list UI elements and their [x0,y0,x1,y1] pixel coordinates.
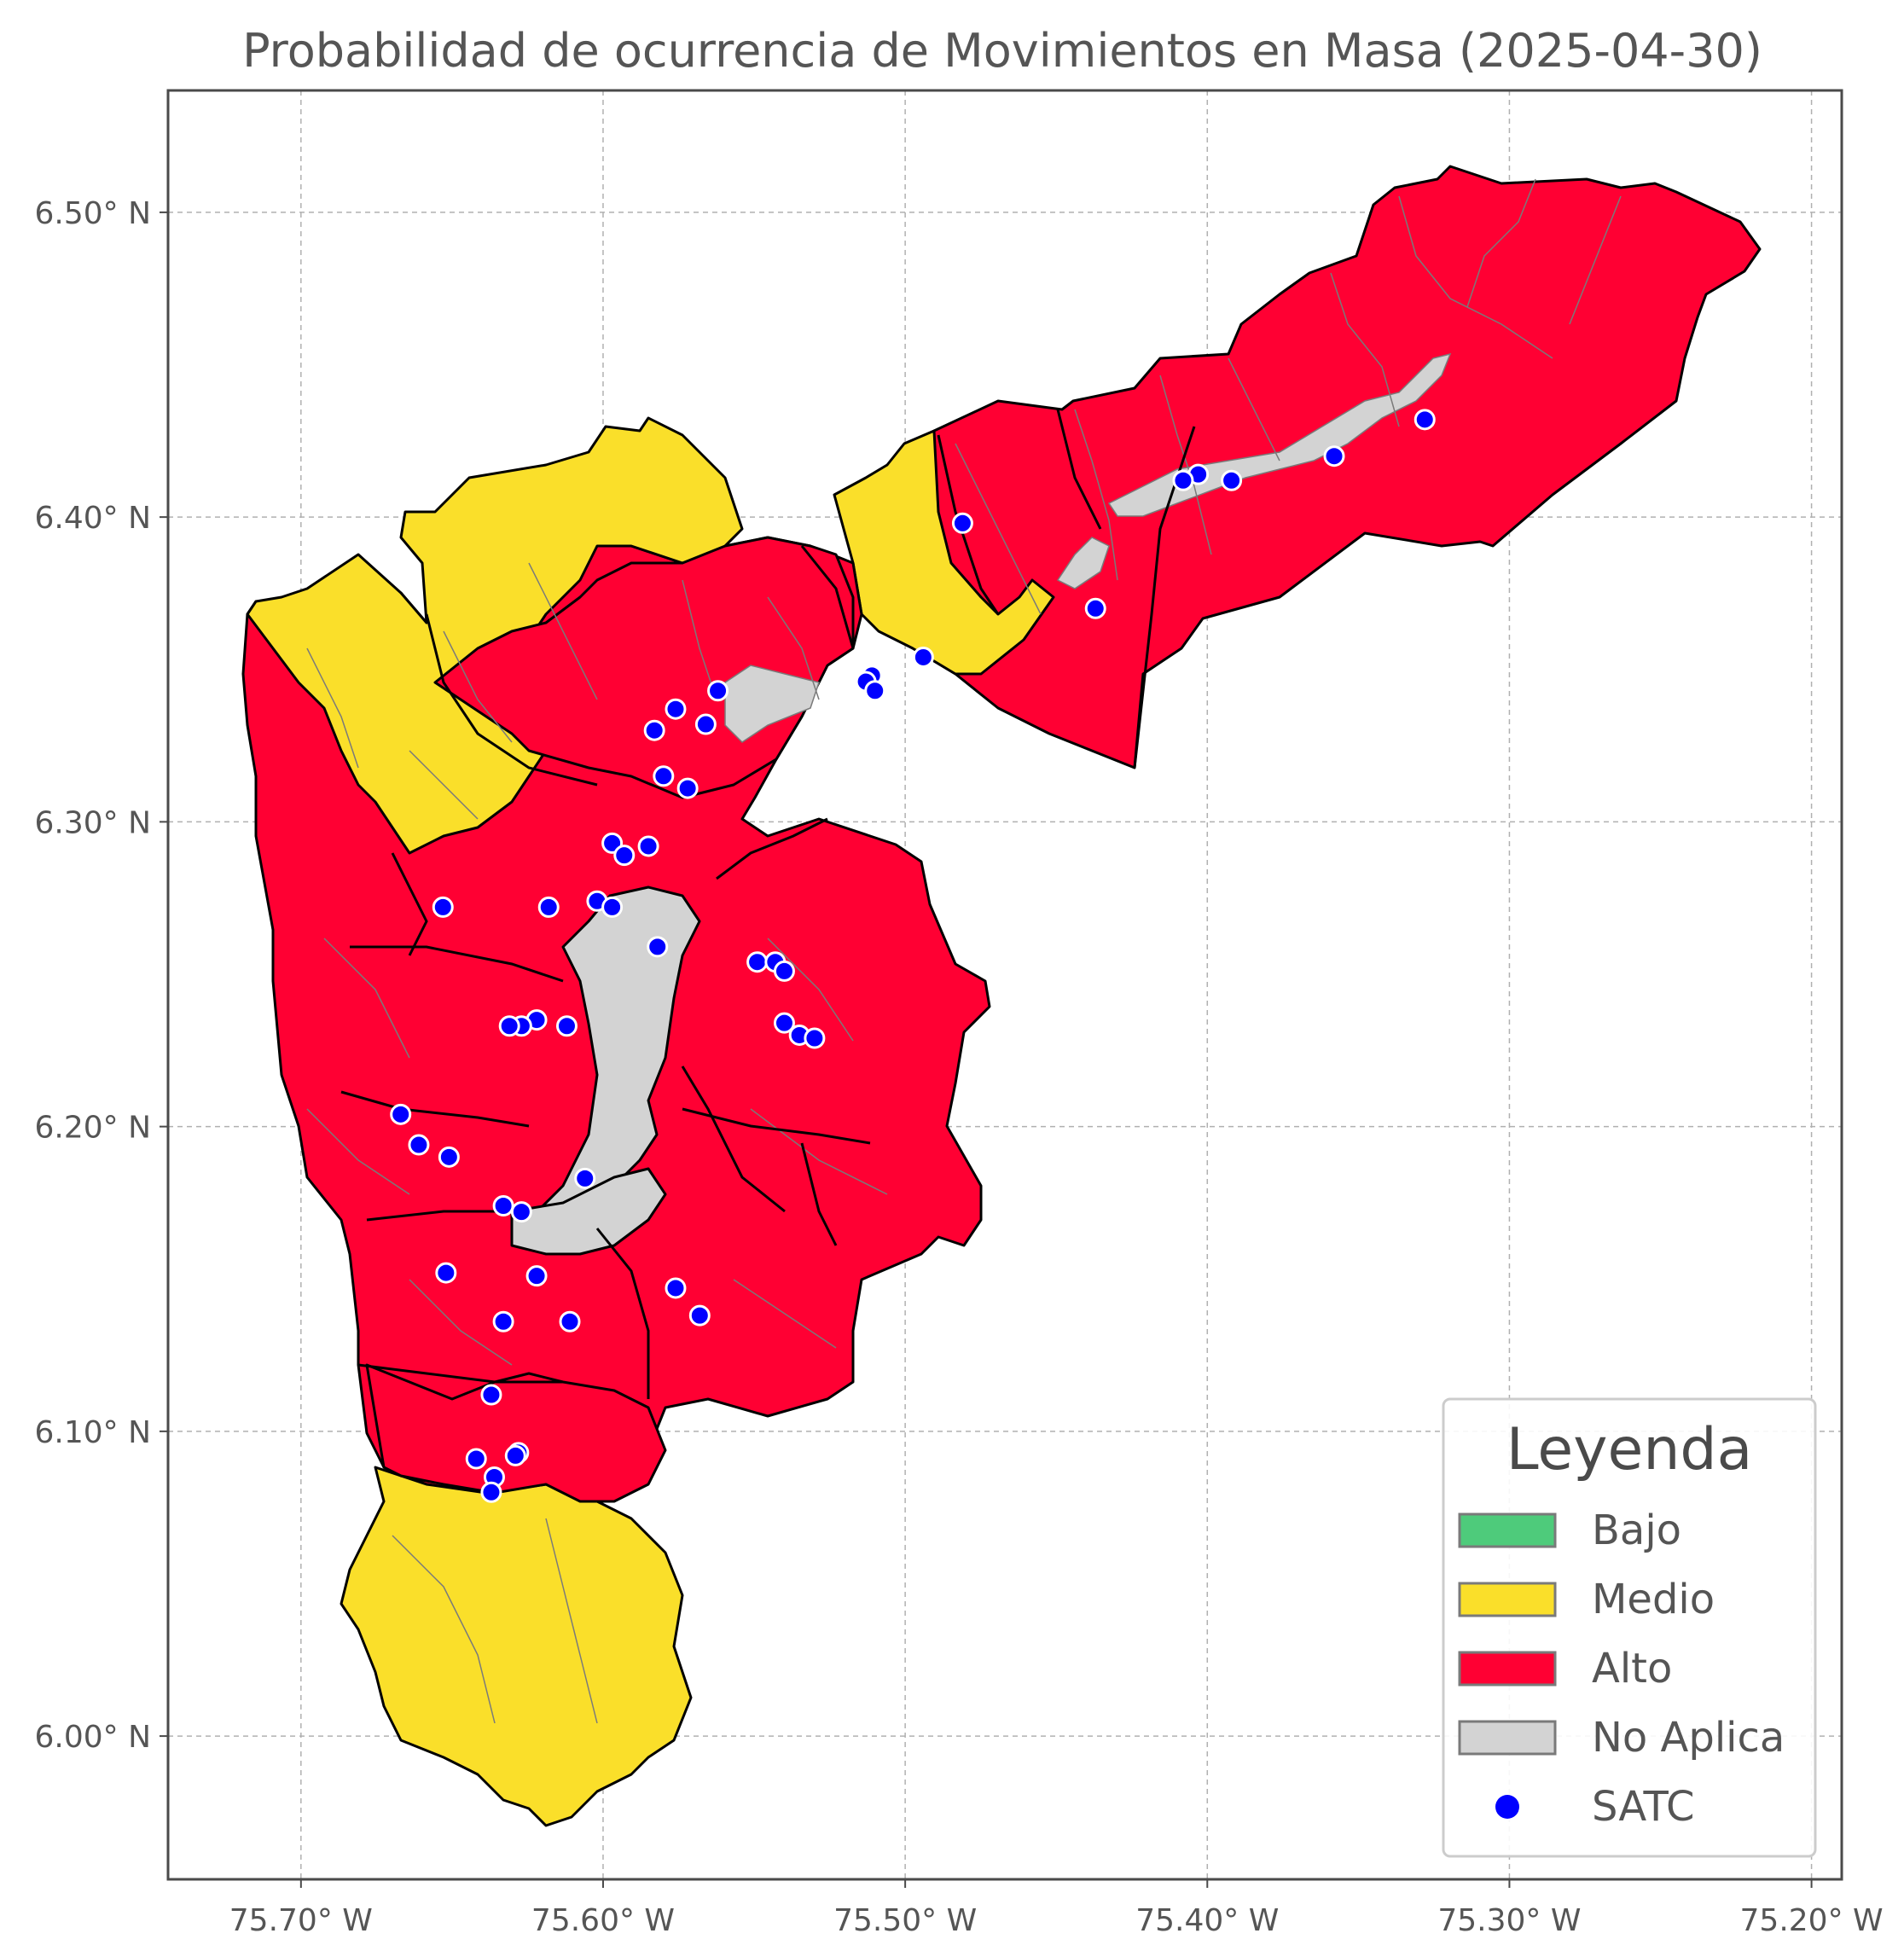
legend-label-alto: Alto [1592,1645,1672,1692]
x-tick-label: 75.20° W [1740,1903,1884,1938]
satc-station-marker [1323,445,1345,467]
legend-label-no-aplica: No Aplica [1592,1714,1785,1762]
satc-station-marker [438,1146,460,1168]
legend-title: Leyenda [1506,1416,1753,1483]
satc-station-marker [559,1310,581,1332]
satc-station-marker [637,835,659,857]
y-tick-label: 6.10° N [34,1415,151,1450]
satc-station-marker [601,896,624,918]
region-urban-northeast [724,352,1452,743]
legend-label-medio: Medio [1592,1576,1715,1623]
satc-station-marker [432,896,454,918]
satc-station-marker [676,777,699,799]
satc-station-marker [1172,469,1194,491]
satc-station-marker [647,936,669,958]
satc-station-marker [435,1262,457,1284]
satc-station-marker [408,1134,430,1156]
satc-station-marker [613,845,636,867]
satc-station-marker [912,646,934,668]
region-medio-south [340,1466,693,1827]
satc-station-marker [773,960,795,982]
satc-station-marker [510,1201,532,1223]
map-layer [241,165,1762,1827]
satc-station-marker [665,698,687,720]
chart-title: Probabilidad de ocurrencia de Movimiento… [242,24,1762,78]
legend-swatch-alto [1458,1651,1557,1687]
legend-label-bajo: Bajo [1592,1507,1681,1554]
municipality-borders [340,409,1196,1399]
satc-station-marker [653,765,675,787]
satc-station-marker [694,713,717,735]
satc-station-marker [525,1265,548,1287]
region-urban-south [510,1167,667,1256]
satc-points [390,409,1436,1503]
satc-station-marker [480,1384,502,1406]
satc-station-marker [504,1444,526,1466]
satc-station-marker [492,1194,514,1216]
axis-ticks: 75.70° W 75.60° W 75.50° W 75.40° W 75.30° W… [34,196,1883,1938]
satc-station-marker [707,680,729,702]
satc-station-marker [555,1015,578,1037]
x-tick-label: 75.60° W [531,1903,675,1938]
satc-station-marker [864,680,886,702]
legend-swatch-medio [1458,1582,1557,1617]
y-tick-label: 6.00° N [34,1720,151,1755]
legend-swatch-bajo [1458,1512,1557,1548]
y-tick-label: 6.20° N [34,1111,151,1146]
x-tick-label: 75.30° W [1437,1903,1581,1938]
vereda-boundaries [306,178,1622,1724]
x-tick-label: 75.50° W [833,1903,977,1938]
satc-station-marker [1084,597,1106,619]
satc-station-marker [492,1310,514,1332]
satc-station-marker [773,1012,795,1034]
satc-station-marker [498,1015,520,1037]
legend: Leyenda Bajo Medio Alto No Aplica SATC [1442,1397,1817,1858]
satc-station-marker [951,512,973,534]
satc-station-marker [480,1481,502,1503]
plot-frame [166,89,1843,1881]
legend-label-satc: SATC [1592,1783,1695,1831]
x-tick-label: 75.40° W [1135,1903,1279,1938]
region-northeast [851,165,1762,769]
satc-station-marker [665,1277,687,1299]
satc-station-marker [465,1448,487,1470]
region-medio-northeast [833,429,1055,676]
satc-station-marker [804,1027,826,1049]
satc-station-marker [390,1103,412,1125]
legend-swatch-no-aplica [1458,1720,1557,1756]
y-tick-label: 6.30° N [34,805,151,840]
legend-marker-satc [1495,1795,1519,1819]
y-tick-label: 6.40° N [34,501,151,536]
satc-station-marker [537,896,560,918]
satc-station-marker [1413,409,1436,431]
satc-station-marker [746,951,769,973]
y-tick-label: 6.50° N [34,196,151,231]
satc-station-marker [1221,469,1243,491]
satc-station-marker [574,1167,596,1189]
satc-station-marker [643,719,665,741]
x-tick-label: 75.70° W [229,1903,373,1938]
satc-station-marker [688,1304,711,1327]
